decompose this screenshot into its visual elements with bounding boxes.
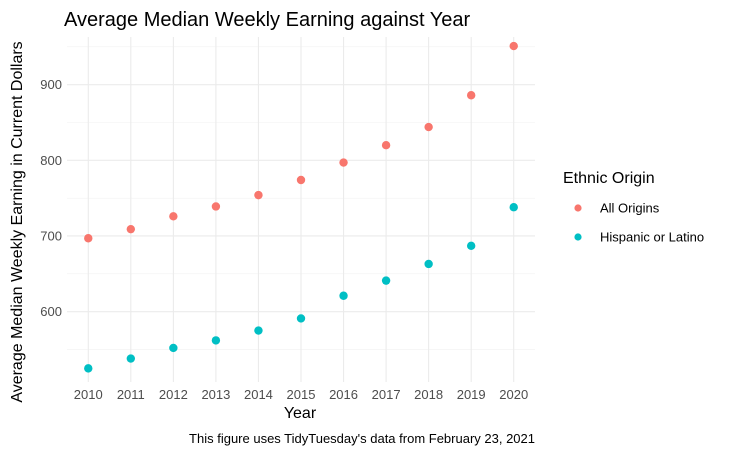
data-point-all-origins (466, 91, 476, 100)
x-tick-label: 2013 (201, 387, 230, 402)
data-point-all-origins (381, 140, 391, 150)
legend-marker-all-origins (574, 204, 582, 212)
grid (67, 37, 535, 382)
data-point-all-origins (296, 175, 306, 185)
x-tick-label: 2011 (117, 387, 145, 402)
data-point-hispanic-or-latino (84, 364, 93, 373)
data-point-hispanic-or-latino (126, 354, 136, 363)
x-tick-label: 2015 (287, 387, 316, 402)
x-axis-title: Year (284, 405, 317, 422)
data-point-all-origins (424, 122, 433, 132)
y-tick-labels: 600 700 800 900 (40, 77, 62, 319)
data-point-all-origins (509, 41, 518, 51)
legend-label-all-origins: All Origins (600, 201, 660, 216)
legend-title: Ethnic Origin (563, 170, 655, 187)
x-tick-label: 2014 (244, 387, 273, 402)
data-point-hispanic-or-latino (424, 259, 433, 269)
legend: Ethnic Origin All Origins Hispanic or La… (563, 170, 704, 245)
y-tick-label: 800 (40, 153, 62, 168)
data-point-hispanic-or-latino (211, 336, 221, 345)
data-point-all-origins (211, 202, 221, 211)
data-point-all-origins (84, 234, 93, 243)
chart-caption: This figure uses TidyTuesday's data from… (189, 431, 535, 446)
x-tick-label: 2017 (372, 387, 401, 402)
y-axis-title: Average Median Weekly Earning in Current… (9, 41, 26, 402)
y-tick-label: 900 (40, 77, 62, 92)
x-tick-labels: 2010 2011 2012 2013 2014 2015 2016 2017 2018 2019… (74, 387, 528, 402)
data-point-hispanic-or-latino (466, 241, 476, 251)
data-point-all-origins (169, 212, 178, 221)
data-point-hispanic-or-latino (254, 326, 263, 335)
y-tick-label: 600 (40, 304, 62, 319)
x-tick-label: 2016 (329, 387, 358, 402)
data-point-hispanic-or-latino (296, 314, 306, 323)
x-tick-label: 2020 (499, 387, 528, 402)
x-tick-label: 2018 (414, 387, 443, 402)
x-tick-label: 2010 (74, 387, 103, 402)
data-point-all-origins (339, 158, 348, 167)
legend-label-hispanic-or-latino: Hispanic or Latino (600, 230, 704, 245)
legend-marker-hispanic-or-latino (574, 233, 582, 241)
y-tick-label: 700 (40, 228, 62, 243)
data-points (84, 41, 518, 373)
data-point-hispanic-or-latino (169, 343, 178, 353)
data-point-all-origins (126, 224, 136, 234)
data-point-hispanic-or-latino (509, 203, 518, 212)
x-tick-label: 2012 (159, 387, 188, 402)
data-point-hispanic-or-latino (381, 276, 391, 285)
data-point-hispanic-or-latino (339, 291, 348, 300)
x-tick-label: 2019 (457, 387, 486, 402)
chart-title: Average Median Weekly Earning against Ye… (64, 9, 471, 31)
data-point-all-origins (254, 190, 263, 200)
